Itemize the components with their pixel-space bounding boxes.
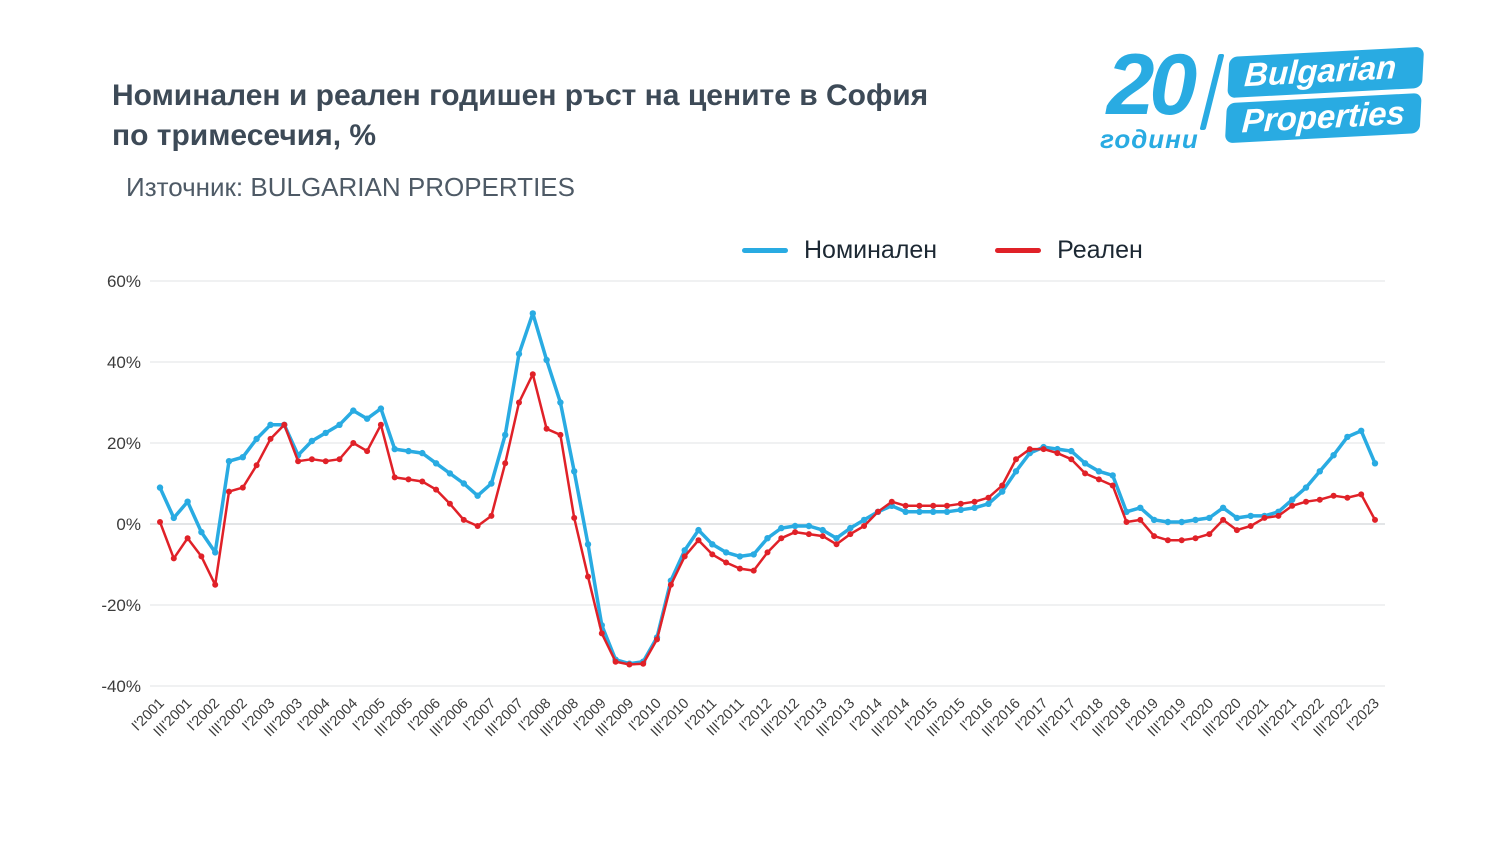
chart-canvas: 60%40%20%0%-20%-40%I'2001III'2001I'2002I… [101, 272, 1385, 740]
legend-label-real: Реален [1057, 236, 1143, 264]
page-title: Номинален и реален годишен ръст на ценит… [112, 76, 928, 155]
svg-text:40%: 40% [107, 353, 141, 372]
svg-text:-40%: -40% [101, 677, 141, 696]
source-label: Източник: BULGARIAN PROPERTIES [126, 172, 575, 202]
logo-slash-icon [1199, 54, 1225, 130]
svg-text:60%: 60% [107, 272, 141, 291]
svg-text:0%: 0% [116, 515, 141, 534]
chart-legend: Номинален Реален [742, 236, 1143, 265]
logo-brand-line1: Bulgarian [1227, 46, 1425, 98]
legend-item-real: Реален [995, 236, 1143, 265]
logo-brand-line2: Properties [1224, 92, 1422, 144]
page-title-line2: по тримесечия, % [112, 118, 377, 152]
real-line-swatch [995, 248, 1042, 253]
nominal-line-swatch [742, 248, 788, 253]
svg-text:20%: 20% [107, 434, 141, 453]
logo-20-number: 20 [1106, 37, 1198, 133]
logo-brand: Bulgarian Properties [1224, 46, 1425, 144]
svg-text:-20%: -20% [101, 596, 141, 615]
legend-item-nominal: Номинален [742, 236, 937, 265]
page-title-line1: Номинален и реален годишен ръст на ценит… [112, 79, 929, 112]
logo-20-years: 20 години [1100, 37, 1199, 155]
legend-label-nominal: Номинален [804, 236, 938, 264]
bulgarian-properties-logo: 20 години Bulgarian Properties [1100, 37, 1425, 155]
logo-years-label: години [1100, 123, 1199, 154]
